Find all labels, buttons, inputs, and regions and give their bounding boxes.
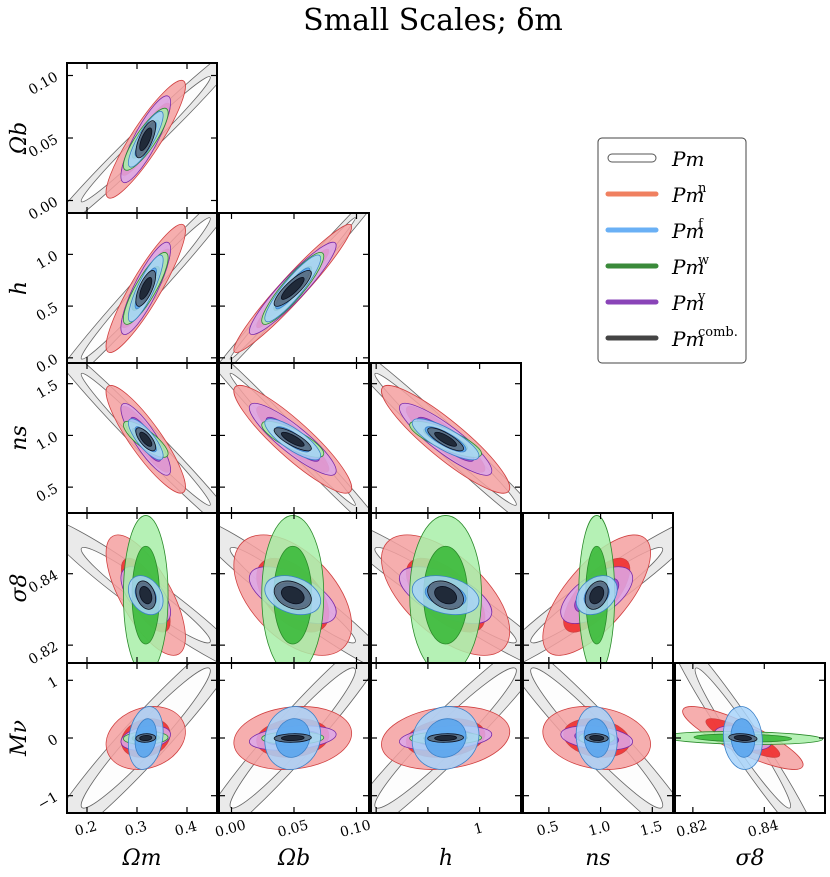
ellipse-Pc-1sigma-s8-Mnu: [733, 734, 752, 742]
x-tick-label: 0.5: [535, 819, 561, 840]
ellipse-Pc-1sigma-h-Mnu: [434, 734, 458, 742]
legend-label-Pv: Pm: [671, 291, 704, 315]
x-tick-label: 0.10: [338, 817, 372, 841]
ellipses-Om-Mnu: [67, 663, 217, 813]
y-tick-label: 0.10: [26, 69, 61, 98]
panel-h-Mnu: 1h: [370, 662, 522, 871]
ellipses-h-ns: [371, 363, 521, 513]
panel-Om-ns: 0.5 1.0 1.5ns: [7, 362, 218, 514]
legend-label-Pm: Pm: [671, 147, 704, 171]
ellipses-Ob-Mnu: [219, 663, 369, 813]
x-axis-label-Ob: Ωb: [277, 846, 310, 871]
x-tick-label: 0.00: [213, 817, 247, 841]
panel-Ob-ns: [218, 362, 370, 514]
legend-sup-Pv: v: [697, 289, 706, 304]
x-tick-label: 1: [472, 820, 485, 838]
ellipse-Pc-1sigma-ns-Mnu: [589, 734, 605, 742]
x-tick-label: 0.05: [276, 817, 310, 841]
y-tick-label: 0: [45, 732, 61, 750]
ellipses-Om-h: [67, 213, 217, 363]
panel-ns-Mnu: 0.5 1.0 1.5 ns: [522, 662, 674, 871]
legend-sup-Pc: comb.: [698, 325, 738, 340]
ellipses-Om-ns: [67, 363, 217, 513]
x-tick-label: 0.2: [73, 819, 99, 840]
y-tick-label: 0.82: [26, 639, 61, 668]
legend-sup-Pf: f: [698, 217, 704, 232]
panel-Om-h: 0.0 0.5 1.0h: [7, 212, 218, 376]
y-tick-label: 0.00: [26, 194, 61, 223]
y-tick-label: 1.0: [34, 429, 61, 454]
x-axis-label-s8: σ8: [735, 846, 764, 871]
y-tick-label: 1.5: [34, 377, 61, 402]
y-tick-label: 0.5: [34, 481, 61, 506]
ellipse-Pc-1sigma-Ob-h: [280, 276, 305, 300]
legend-label-Pn: Pm: [671, 183, 704, 207]
panel-Ob-s8: [218, 512, 370, 664]
legend-sup-Pw: w: [698, 253, 709, 268]
legend-label-Pc: Pm: [671, 327, 704, 351]
ellipses-ns-s8: [523, 515, 673, 663]
ellipses-Ob-h: [219, 213, 369, 363]
x-tick-label: 0.84: [746, 817, 780, 841]
ellipse-Pc-1sigma-Ob-Mnu: [280, 734, 305, 742]
y-axis-label-Ob: Ωb: [7, 122, 32, 155]
panel-Om-Mnu: −1 0 1 Mν 0.2 0.3 0.4 Ωm: [7, 662, 218, 871]
ellipse-Pc-1sigma-h-s8: [434, 586, 458, 605]
panel-Ob-Mnu: 0.00 0.05 0.10 Ωb: [213, 662, 373, 871]
y-tick-label: −1: [35, 789, 61, 813]
x-axis-label-ns: ns: [585, 846, 610, 871]
panel-h-ns: [370, 362, 522, 514]
y-axis-label-Mnu: Mν: [7, 720, 32, 757]
chart-title: Small Scales; δm: [303, 3, 563, 38]
y-axis-label-h: h: [7, 281, 32, 295]
ellipse-Pc-1sigma-Ob-ns: [280, 431, 305, 447]
ellipse-Pc-1sigma-Ob-s8: [280, 586, 305, 605]
panels-group: 0.000.050.10Ωb0.00.51.0h0.51.01.5ns0.820…: [7, 62, 826, 871]
panel-h-s8: [370, 512, 522, 664]
ellipses-Ob-s8: [219, 515, 369, 663]
ellipses-s8-Mnu: [675, 663, 823, 813]
ellipse-Pc-1sigma-ns-s8: [589, 586, 605, 605]
ellipse-Pc-1sigma-Om-Mnu: [139, 734, 153, 742]
legend-sup-Pn: n: [698, 181, 707, 196]
y-tick-label: 0.0: [34, 351, 61, 376]
x-tick-label: 0.82: [675, 817, 709, 841]
ellipses-ns-Mnu: [523, 663, 673, 813]
ellipses-h-s8: [371, 515, 521, 663]
ellipses-Om-Ob: [67, 63, 217, 213]
x-axis-label-Om: Ωm: [121, 846, 161, 871]
panel-s8-Mnu: 0.82 0.84 σ8: [674, 662, 826, 871]
x-tick-label: 1.0: [587, 819, 613, 840]
ellipse-Pc-1sigma-h-ns: [434, 431, 458, 447]
legend-label-Pf: Pm: [671, 219, 704, 243]
x-tick-label: 1.5: [638, 819, 664, 840]
y-tick-label: 0.5: [34, 300, 61, 325]
ellipse-Pc-1sigma-Om-h: [139, 276, 153, 300]
ellipses-h-Mnu: [371, 663, 521, 813]
y-tick-label: 1: [45, 674, 61, 692]
chart-title-text: Small Scales; δm: [303, 3, 563, 38]
ellipses-Ob-ns: [219, 363, 369, 513]
legend-swatch-Pm: [607, 153, 657, 163]
ellipse-Pc-1sigma-Om-s8: [139, 586, 153, 605]
panel-ns-s8: [522, 512, 674, 664]
x-axis-label-h: h: [439, 846, 453, 871]
ellipses-Om-s8: [67, 515, 217, 663]
x-tick-label: 0.4: [173, 819, 199, 840]
y-tick-label: 1.0: [34, 248, 61, 273]
x-tick-label: 0.3: [123, 819, 149, 840]
legend-label-Pw: Pm: [671, 255, 704, 279]
ellipse-Pc-1sigma-Om-Ob: [139, 127, 153, 152]
panel-Ob-h: [218, 212, 370, 364]
y-axis-label-ns: ns: [7, 425, 32, 450]
ellipse-Pc-1sigma-Om-ns: [139, 431, 153, 447]
y-axis-label-s8: σ8: [7, 573, 32, 602]
